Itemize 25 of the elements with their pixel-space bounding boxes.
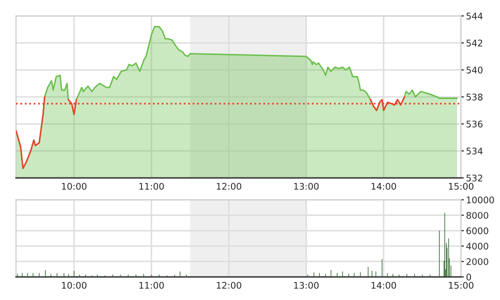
y-tick-label: 10000: [466, 196, 494, 204]
x-tick-label: 10:00: [62, 282, 86, 289]
y-tick-label: 2000: [466, 258, 488, 266]
y-tick-label: 536: [466, 120, 483, 128]
x-tick-label: 13:00: [294, 282, 319, 289]
y-tick-label: 6000: [466, 227, 488, 234]
x-tick-label: 11:00: [139, 182, 164, 190]
x-tick-label: 12:00: [216, 282, 242, 289]
x-tick-label: 14:00: [372, 282, 396, 289]
y-tick-label: 532: [466, 174, 482, 182]
y-tick-label: 534: [466, 148, 483, 154]
x-tick-label: 12:00: [216, 182, 242, 190]
y-tick-label: 4000: [466, 242, 488, 250]
x-tick-label: 13:00: [294, 182, 319, 190]
x-tick-label: 14:00: [372, 182, 396, 190]
x-tick-label: 15:00: [448, 282, 474, 289]
y-tick-label: 540: [466, 66, 482, 74]
y-tick-label: 0: [466, 274, 472, 280]
x-tick-label: 15:00: [448, 182, 474, 190]
y-tick-label: 544: [466, 12, 483, 20]
y-tick-label: 538: [466, 94, 482, 100]
y-tick-label: 542: [466, 40, 482, 46]
x-tick-label: 10:00: [62, 182, 86, 190]
y-tick-label: 8000: [466, 212, 488, 219]
x-tick-label: 11:00: [139, 282, 164, 289]
